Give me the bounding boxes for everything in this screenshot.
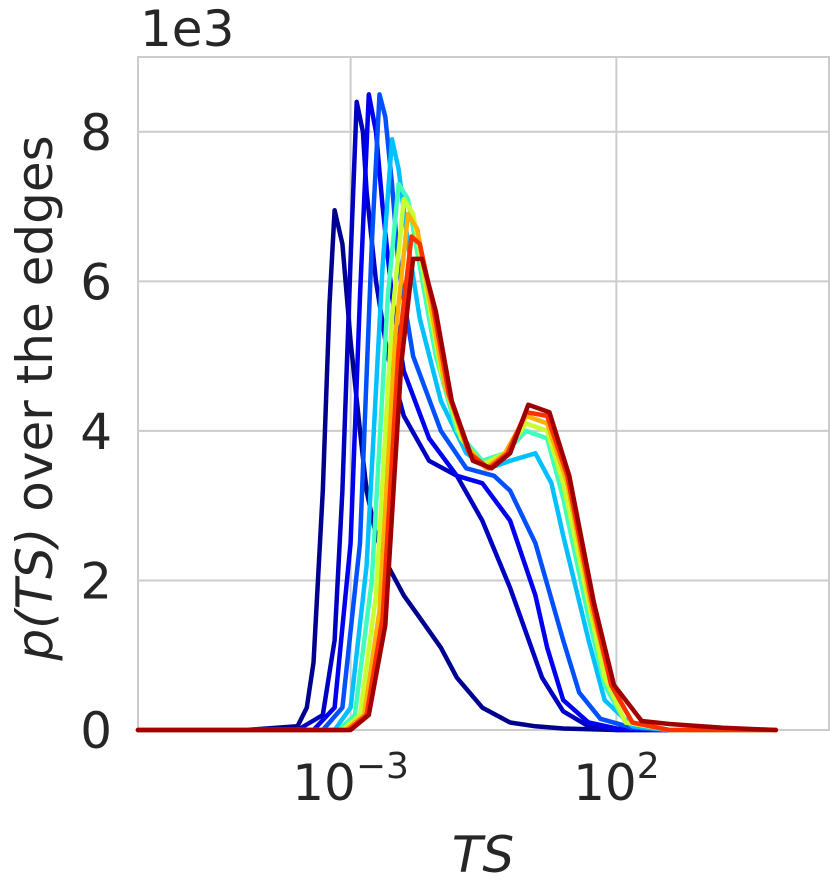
- series-line-4: [135, 92, 779, 733]
- y-tick-label: 4: [80, 403, 112, 461]
- series-line-10: [135, 256, 779, 733]
- x-tick-label: 10−3: [292, 746, 409, 812]
- y-axis-label-main: over the edges: [6, 135, 64, 511]
- y-tick-label: 2: [80, 552, 112, 610]
- y-tick-label: 8: [80, 104, 112, 162]
- y-tick-label: 0: [80, 702, 112, 760]
- x-tick-label: 102: [573, 746, 660, 812]
- y-tick-label: 6: [80, 253, 112, 311]
- x-tick-exponent: −3: [356, 746, 409, 787]
- grid-lines: [138, 57, 829, 731]
- series-line-2: [135, 99, 779, 733]
- x-tick-base: 10: [573, 754, 637, 812]
- y-axis-label: p(TS) over the edges: [6, 135, 64, 661]
- series-group: [135, 92, 779, 733]
- y-offset-text: 1e3: [140, 0, 234, 58]
- plot-background: [137, 56, 830, 731]
- x-axis-label: TS: [452, 826, 514, 884]
- series-line-3: [135, 92, 779, 733]
- series-line-9: [135, 234, 779, 733]
- y-axis-label-func: p(TS): [6, 528, 64, 662]
- x-tick-base: 10: [292, 754, 356, 812]
- series-line-5: [135, 137, 779, 733]
- x-tick-exponent: 2: [637, 746, 660, 787]
